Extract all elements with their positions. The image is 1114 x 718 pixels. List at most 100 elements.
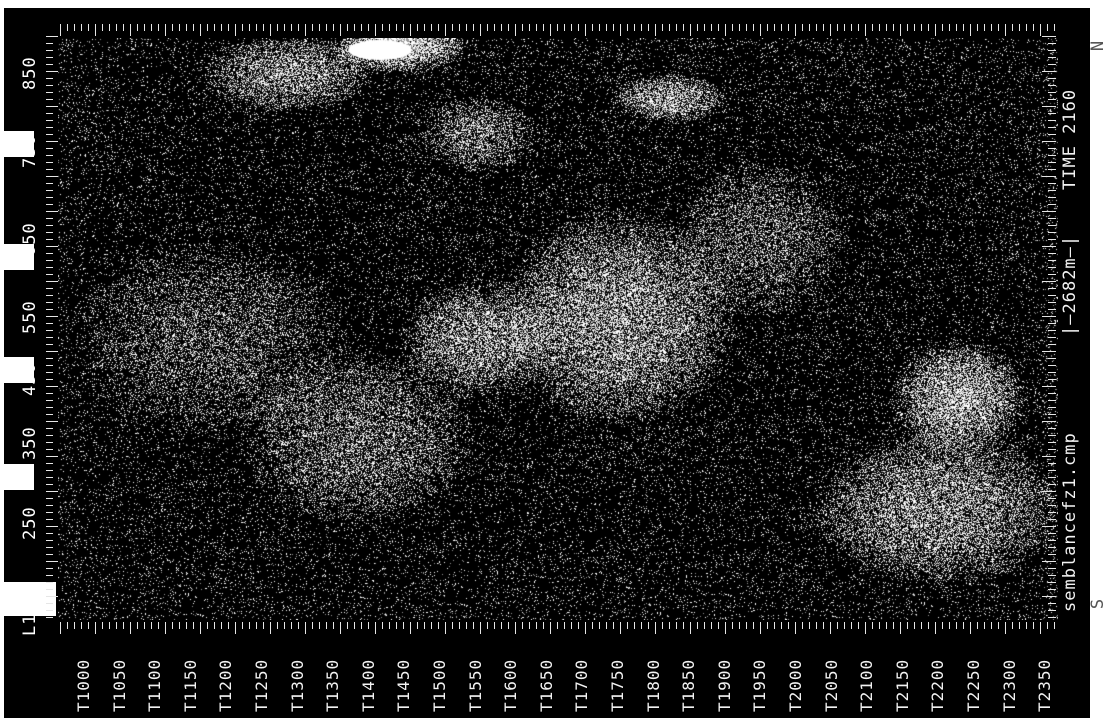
tick — [655, 622, 656, 634]
tick — [46, 330, 53, 331]
tick — [200, 622, 201, 634]
tick — [46, 246, 58, 247]
trace-axis-label: T1050 — [109, 658, 129, 712]
tick — [1042, 211, 1056, 212]
tick — [46, 540, 53, 541]
tick — [46, 253, 53, 254]
tick — [46, 519, 53, 520]
tick — [725, 622, 726, 634]
tick — [46, 449, 53, 450]
tick — [998, 622, 999, 629]
tick — [1048, 323, 1056, 324]
tick — [1033, 24, 1034, 31]
tick — [606, 622, 607, 629]
tick — [228, 622, 229, 629]
tick — [1048, 127, 1056, 128]
tick — [459, 24, 460, 31]
tick — [1048, 148, 1056, 149]
tick — [788, 622, 789, 629]
tick — [1048, 162, 1056, 163]
tick — [564, 24, 565, 31]
tick — [46, 169, 53, 170]
tick — [585, 24, 586, 36]
tick — [46, 379, 53, 380]
tick — [515, 622, 516, 634]
tick — [46, 295, 53, 296]
trace-axis-label: T1800 — [643, 658, 663, 712]
tick — [165, 622, 166, 634]
tick — [144, 24, 145, 31]
tick — [46, 393, 53, 394]
tick — [557, 622, 558, 629]
tick — [1042, 141, 1056, 142]
tick — [46, 211, 58, 212]
tick — [1048, 379, 1056, 380]
tick — [277, 622, 278, 629]
tick — [263, 622, 264, 629]
tick — [319, 24, 320, 31]
tick — [1048, 505, 1056, 506]
tick — [1048, 85, 1056, 86]
tick — [480, 24, 481, 36]
tick — [46, 610, 53, 611]
tick — [1048, 267, 1056, 268]
tick — [921, 622, 922, 629]
tick — [326, 24, 327, 31]
tick — [172, 24, 173, 31]
scale-bar-right: —| — [1060, 234, 1080, 258]
tick — [46, 71, 58, 72]
tick — [361, 622, 362, 629]
tick — [452, 24, 453, 31]
tick — [60, 622, 61, 634]
tick — [1042, 526, 1056, 527]
trace-axis-label: T1950 — [750, 658, 770, 712]
tick — [46, 64, 53, 65]
tick — [144, 622, 145, 629]
tick — [228, 24, 229, 31]
semblance-map-image — [58, 38, 1058, 620]
tick — [46, 365, 53, 366]
tick — [1048, 92, 1056, 93]
tick — [809, 24, 810, 31]
tick — [1048, 617, 1056, 618]
tick — [627, 622, 628, 629]
tick — [116, 622, 117, 629]
tick — [46, 554, 53, 555]
tick — [46, 526, 58, 527]
tick — [1042, 386, 1056, 387]
tick — [46, 232, 53, 233]
tick — [46, 603, 53, 604]
tick — [1048, 442, 1056, 443]
tick — [1048, 582, 1056, 583]
tick — [46, 582, 53, 583]
tick — [893, 622, 894, 629]
tick — [46, 204, 53, 205]
tick — [417, 622, 418, 629]
tick — [424, 622, 425, 629]
tick — [1042, 71, 1056, 72]
tick — [1048, 498, 1056, 499]
tick — [1042, 281, 1056, 282]
tick — [522, 24, 523, 31]
tick — [627, 24, 628, 31]
line-axis-label: 250 — [20, 506, 40, 540]
tick — [221, 622, 222, 629]
tick — [1048, 288, 1056, 289]
tick — [403, 622, 404, 629]
tick — [193, 622, 194, 629]
tick — [1048, 610, 1056, 611]
tick — [179, 622, 180, 629]
tick — [508, 622, 509, 629]
tick — [1048, 274, 1056, 275]
tick — [46, 176, 58, 177]
tick — [501, 24, 502, 31]
tick — [753, 622, 754, 629]
tick — [46, 36, 58, 37]
tick — [802, 622, 803, 629]
tick — [46, 120, 53, 121]
tick — [606, 24, 607, 31]
trace-axis-label: T1100 — [145, 658, 165, 712]
tick — [550, 622, 551, 634]
tick — [1048, 57, 1056, 58]
